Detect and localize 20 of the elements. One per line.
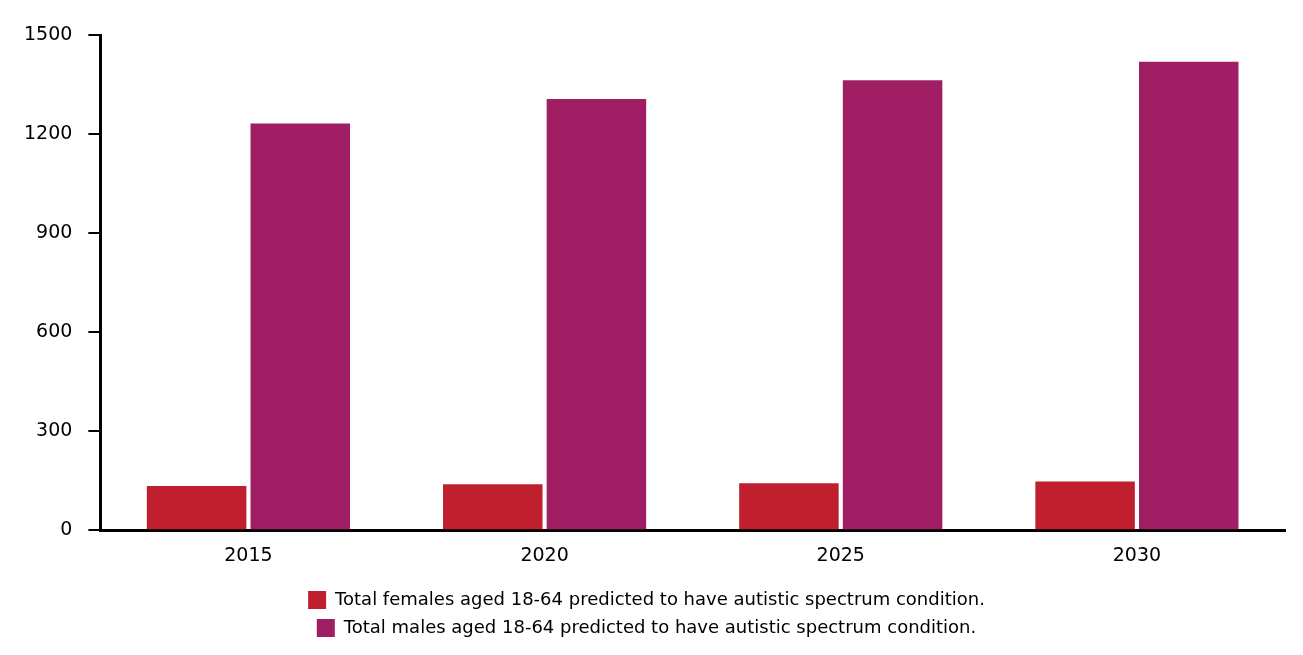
y-tick-label: 0 (60, 517, 73, 540)
y-tick-label: 600 (36, 319, 73, 342)
bar (250, 123, 351, 530)
bar (443, 484, 543, 530)
legend-label: Total females aged 18-64 predicted to have autistic spectrum condition. (334, 587, 985, 609)
y-tick-label: 1200 (23, 121, 73, 144)
bar (842, 80, 943, 530)
bar (146, 486, 247, 530)
bar (1138, 61, 1239, 530)
y-tick-label: 300 (36, 418, 73, 441)
legend-label: Total males aged 18-64 predicted to have autistic spectrum condition. (342, 615, 977, 637)
bar (739, 483, 839, 530)
y-tick-label: 1500 (23, 22, 73, 45)
y-tick-label: 900 (36, 220, 73, 243)
x-tick-label: 2015 (224, 542, 273, 565)
x-tick-label: 2030 (1112, 542, 1162, 565)
x-tick-label: 2020 (520, 542, 569, 565)
bar (1035, 481, 1135, 530)
x-tick-label: 2025 (816, 542, 865, 565)
bar (546, 99, 647, 530)
